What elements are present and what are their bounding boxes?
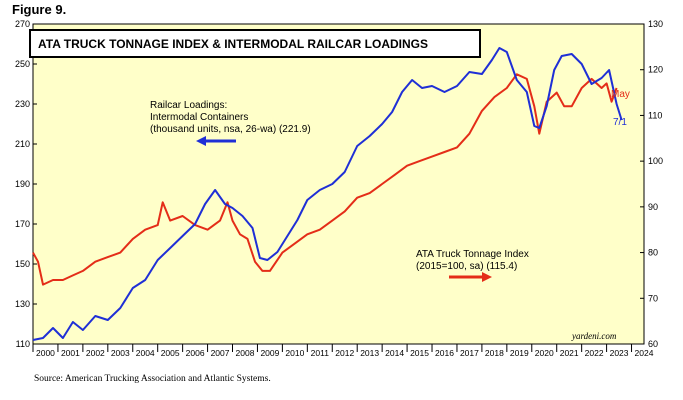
x-axis: 2000 2001 2002 2003 2004 2005 2006 2007 2008 2009… [32,344,654,358]
left-tick-label: 230 [15,99,30,109]
x-tick-label: 2016 [435,348,454,358]
chart-title: ATA TRUCK TONNAGE INDEX & INTERMODAL RAI… [38,37,428,51]
title-box [29,29,481,58]
right-tick-label: 70 [648,293,658,303]
truck-legend-arrow-icon [482,272,492,282]
x-tick-label: 2011 [311,348,330,358]
x-tick-label: 2022 [585,348,604,358]
left-axis: 110 130 150 170 190 210 230 250 270 [15,19,37,349]
right-tick-label: 130 [648,19,663,29]
x-tick-label: 2023 [610,348,629,358]
left-tick-label: 210 [15,139,30,149]
x-tick-label: 2015 [410,348,429,358]
x-tick-label: 2006 [186,348,205,358]
x-tick-label: 2020 [535,348,554,358]
x-tick-label: 2007 [211,348,230,358]
x-tick-label: 2013 [360,348,379,358]
x-tick-label: 2004 [136,348,155,358]
right-tick-label: 100 [648,156,663,166]
source-note: Source: American Trucking Association an… [34,374,271,384]
truck-legend-line-1: ATA Truck Tonnage Index [416,249,529,260]
right-tick-label: 120 [648,65,663,75]
truck-end-label: May [611,89,630,100]
left-tick-label: 110 [16,339,30,349]
left-tick-label: 250 [15,59,30,69]
rail-legend-line-3: (thousand units, nsa, 26-wa) (221.9) [150,124,311,135]
series-layer [32,47,623,341]
left-tick-label: 170 [15,219,30,229]
x-tick-label: 2010 [285,348,304,358]
x-tick-label: 2019 [510,348,529,358]
x-tick-label: 2014 [385,348,404,358]
right-tick-label: 110 [648,110,662,120]
x-tick-label: 2003 [111,348,130,358]
right-tick-label: 90 [648,202,658,212]
figure-label: Figure 9. [12,2,67,17]
x-tick-label: 2021 [560,348,579,358]
truck-legend: ATA Truck Tonnage Index (2015=100, sa) (… [416,249,529,282]
rail-legend-line-1: Railcar Loadings: [150,100,227,111]
railcar-loadings-line [32,47,623,341]
truck-legend-line-2: (2015=100, sa) (115.4) [416,261,517,272]
x-tick-label: 2017 [460,348,479,358]
x-tick-label: 2005 [161,348,180,358]
rail-end-label: 7/1 [613,117,627,128]
right-tick-label: 60 [648,339,658,349]
x-tick-label: 2000 [36,348,55,358]
right-tick-label: 80 [648,248,658,258]
rail-legend-line-2: Intermodal Containers [150,112,248,123]
x-tick-label: 2018 [485,348,504,358]
rail-legend-arrow-icon [196,136,206,146]
x-tick-label: 2024 [635,348,654,358]
watermark: yardeni.com [571,331,617,341]
left-tick-label: 130 [15,299,30,309]
left-tick-label: 270 [15,19,30,29]
x-tick-label: 2009 [260,348,279,358]
left-tick-label: 150 [15,259,30,269]
plot-area [32,23,645,345]
left-tick-label: 190 [15,179,30,189]
rail-legend: Railcar Loadings: Intermodal Containers … [150,100,311,146]
x-tick-label: 2002 [86,348,105,358]
x-tick-label: 2008 [236,348,255,358]
x-tick-label: 2012 [335,348,354,358]
x-tick-label: 2001 [61,348,80,358]
right-axis: 60 70 80 90 100 110 120 130 [640,19,663,349]
